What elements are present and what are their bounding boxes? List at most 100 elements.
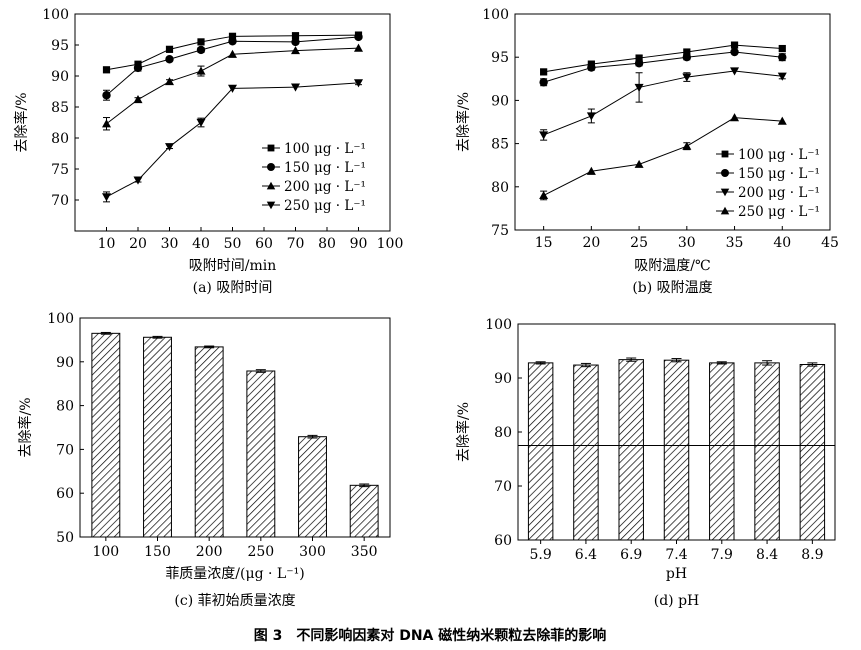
data-point xyxy=(197,38,205,46)
x-tick-label: 100 xyxy=(92,544,119,560)
x-tick-label: 60 xyxy=(255,236,273,252)
y-tick-label: 80 xyxy=(491,180,509,196)
x-tick-label: 25 xyxy=(630,235,648,251)
data-point xyxy=(682,53,692,62)
x-tick-label: 8.4 xyxy=(756,547,778,563)
data-point xyxy=(586,166,596,175)
y-tick-label: 85 xyxy=(51,100,69,116)
data-point xyxy=(635,54,643,62)
y-tick-label: 90 xyxy=(51,69,69,85)
data-point xyxy=(777,116,787,125)
x-tick-label: 100 xyxy=(377,236,404,252)
bar xyxy=(298,436,327,538)
data-point xyxy=(730,41,739,49)
panel-caption: (c) 菲初始质量浓度 xyxy=(174,592,295,609)
y-tick-label: 85 xyxy=(491,137,509,153)
data-point xyxy=(539,131,549,140)
data-point xyxy=(165,143,174,152)
series-1 xyxy=(540,41,786,76)
data-point xyxy=(778,44,786,53)
legend-marker xyxy=(721,169,729,177)
chart-a: 10 20 30 40 50 60 70 80 90 100 70 75 80 85 90 95 100 去除率/… xyxy=(13,7,403,296)
data-point xyxy=(133,176,143,185)
y-tick-label: 100 xyxy=(47,311,74,327)
plot-frame-b xyxy=(514,13,831,231)
data-point xyxy=(539,78,548,87)
data-point xyxy=(196,45,206,55)
legend-label: 250 μg · L⁻¹ xyxy=(738,204,820,220)
panel-caption: (b) 吸附温度 xyxy=(632,280,712,296)
data-point xyxy=(165,45,174,53)
y-tick-label: 80 xyxy=(56,399,74,415)
series-3 xyxy=(539,67,787,141)
bar xyxy=(143,336,172,538)
chart-b: 15 20 25 30 35 40 45 75 80 85 90 95 100 去除率/% 100 μg ·… xyxy=(455,7,839,296)
plot-frame-c xyxy=(79,317,391,538)
data-point xyxy=(354,32,363,42)
legend-label: 150 μg · L⁻¹ xyxy=(738,166,820,182)
data-point xyxy=(102,119,111,128)
x-tick-label: 80 xyxy=(318,236,336,252)
y-tick-label: 70 xyxy=(51,193,69,209)
x-tick-label: 8.9 xyxy=(801,547,823,563)
data-point xyxy=(228,37,237,46)
data-point xyxy=(539,190,549,200)
y-tick-label: 95 xyxy=(51,38,69,54)
data-point xyxy=(291,32,300,40)
x-tick-label: 20 xyxy=(129,236,147,252)
x-tick-label: 350 xyxy=(351,544,378,560)
data-point xyxy=(683,48,691,56)
y-tick-label: 80 xyxy=(51,131,69,147)
bar xyxy=(573,364,599,541)
data-point xyxy=(540,68,548,76)
y-tick-label: 70 xyxy=(56,442,74,458)
series-4 xyxy=(539,113,787,201)
data-point xyxy=(291,83,300,92)
y-axis-label: 去除率/% xyxy=(13,92,30,152)
x-tick-label: 250 xyxy=(247,544,274,560)
figure-caption: 图 3 不同影响因素对 DNA 磁性纳米颗粒去除菲的影响 xyxy=(254,627,607,644)
data-point xyxy=(102,91,111,100)
bar xyxy=(754,362,780,541)
y-tick-label: 80 xyxy=(494,425,512,441)
series-line xyxy=(543,51,783,83)
y-tick-label: 90 xyxy=(56,355,74,371)
y-axis-label: 去除率/% xyxy=(17,397,34,457)
series-4 xyxy=(102,79,363,203)
x-tick-label: 5.9 xyxy=(530,547,552,563)
x-tick-label: 30 xyxy=(161,236,179,252)
legend-label: 100 μg · L⁻¹ xyxy=(284,141,366,157)
legend-label: 200 μg · L⁻¹ xyxy=(738,185,820,201)
y-tick-label: 100 xyxy=(42,7,69,23)
data-point xyxy=(228,49,237,58)
x-tick-label: 70 xyxy=(287,236,305,252)
data-point xyxy=(228,84,237,93)
legend: 100 μg · L⁻¹ 150 μg · L⁻¹ 200 μg · L⁻¹ 250 … xyxy=(716,147,820,220)
data-point xyxy=(165,55,174,64)
panel-caption: (a) 吸附时间 xyxy=(193,280,273,296)
legend-label: 150 μg · L⁻¹ xyxy=(284,160,366,176)
data-point xyxy=(165,77,174,86)
x-tick-label: 35 xyxy=(726,235,744,251)
data-point xyxy=(102,193,111,202)
y-tick-label: 70 xyxy=(494,479,512,495)
x-tick-label: 10 xyxy=(98,236,116,252)
bar xyxy=(349,484,379,538)
x-tick-label: 200 xyxy=(196,544,223,560)
data-point xyxy=(682,73,692,82)
series-line xyxy=(543,70,783,136)
y-tick-label: 100 xyxy=(485,317,512,333)
bar xyxy=(194,346,224,538)
series-3 xyxy=(102,43,363,131)
data-point xyxy=(133,95,143,104)
chart-c: 50 60 70 80 90 100 去除率/% 100 150 200 250 300 350 菲质量浓… xyxy=(17,311,391,609)
data-point xyxy=(730,47,739,57)
data-point xyxy=(291,46,300,55)
legend-marker xyxy=(720,206,730,215)
x-axis-label: 吸附温度/℃ xyxy=(634,258,710,274)
chart-d: 60 70 80 90 100 去除率/% 5.9 6.4 6.9 7.4 7.9 8.4 8.9 pH (… xyxy=(455,317,836,609)
data-point xyxy=(133,63,143,73)
x-tick-label: 30 xyxy=(678,235,696,251)
legend-marker xyxy=(266,181,276,190)
